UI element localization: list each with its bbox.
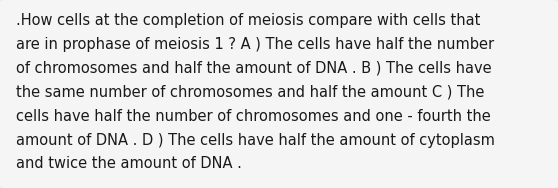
- Text: amount of DNA . D ) The cells have half the amount of cytoplasm: amount of DNA . D ) The cells have half …: [16, 133, 494, 148]
- Text: and twice the amount of DNA .: and twice the amount of DNA .: [16, 156, 242, 171]
- Text: .How cells at the completion of meiosis compare with cells that: .How cells at the completion of meiosis …: [16, 13, 480, 28]
- Text: the same number of chromosomes and half the amount C ) The: the same number of chromosomes and half …: [16, 85, 484, 100]
- Text: cells have half the number of chromosomes and one - fourth the: cells have half the number of chromosome…: [16, 109, 490, 124]
- Text: are in prophase of meiosis 1 ? A ) The cells have half the number: are in prophase of meiosis 1 ? A ) The c…: [16, 37, 494, 52]
- Text: of chromosomes and half the amount of DNA . B ) The cells have: of chromosomes and half the amount of DN…: [16, 61, 491, 76]
